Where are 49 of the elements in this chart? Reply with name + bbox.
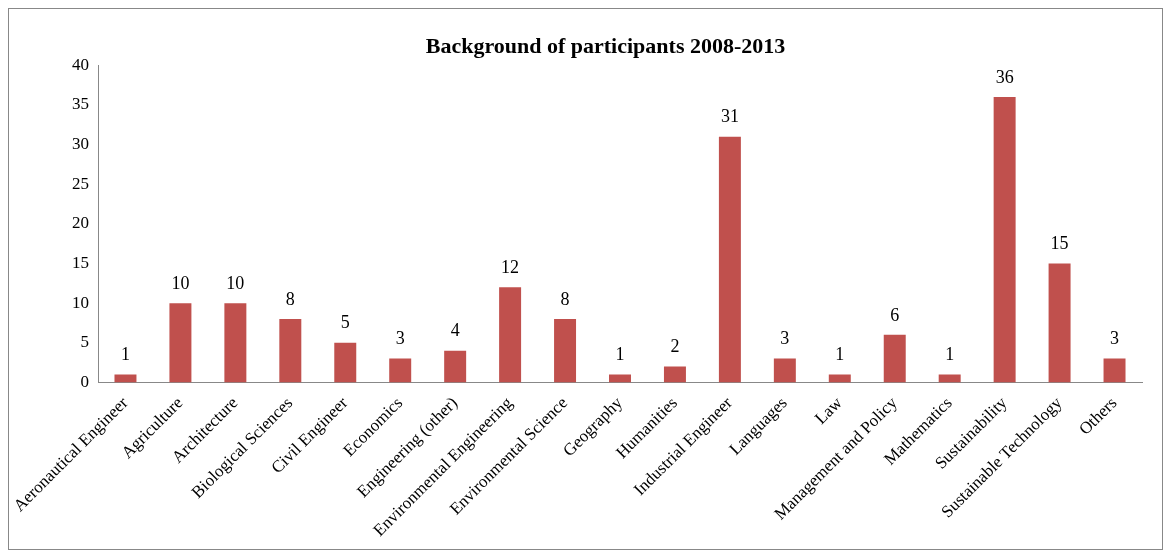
data-label: 2: [670, 336, 680, 357]
data-label: 1: [120, 344, 130, 365]
y-tick-label: 20: [72, 213, 89, 233]
bar: [718, 136, 741, 383]
data-label: 12: [501, 257, 520, 278]
data-label: 4: [450, 320, 460, 341]
data-label: 5: [340, 312, 350, 333]
chart-title: Background of participants 2008-2013: [425, 32, 786, 58]
bar: [389, 358, 412, 383]
data-label: 1: [945, 344, 955, 365]
y-tick-label: 15: [72, 252, 89, 272]
data-label: 15: [1050, 233, 1069, 254]
data-label: 3: [395, 328, 405, 349]
bar: [444, 350, 467, 383]
bar: [938, 374, 961, 383]
bar: [334, 342, 357, 383]
data-label: 3: [780, 328, 790, 349]
bar: [279, 318, 302, 383]
data-label: 8: [560, 288, 570, 309]
y-tick-label: 10: [72, 292, 89, 312]
y-tick-label: 40: [72, 54, 89, 74]
bar: [828, 374, 851, 383]
data-label: 36: [995, 66, 1014, 87]
bar: [169, 303, 192, 383]
data-label: 10: [226, 272, 245, 293]
data-label: 8: [285, 288, 295, 309]
bar: [1048, 263, 1071, 383]
bar: [499, 287, 522, 383]
data-label: 10: [171, 272, 190, 293]
x-tick-label: Law: [810, 392, 847, 428]
y-tick-label: 25: [72, 173, 89, 193]
y-tick-label: 30: [72, 134, 89, 154]
y-tick-label: 35: [72, 94, 89, 114]
bar: [224, 303, 247, 383]
bar: [554, 318, 577, 383]
data-label: 31: [720, 106, 739, 127]
bar: [114, 374, 137, 383]
bar: [609, 374, 631, 383]
bar: [1103, 358, 1126, 383]
data-label: 1: [835, 344, 845, 365]
y-tick-label: 5: [80, 332, 89, 352]
data-label: 1: [615, 344, 625, 365]
data-label: 3: [1110, 328, 1120, 349]
bar: [663, 366, 686, 383]
bar: [773, 358, 796, 383]
y-tick-label: 0: [80, 371, 89, 391]
bar: [883, 334, 906, 383]
bar: [993, 97, 1016, 383]
data-label: 6: [890, 304, 900, 325]
